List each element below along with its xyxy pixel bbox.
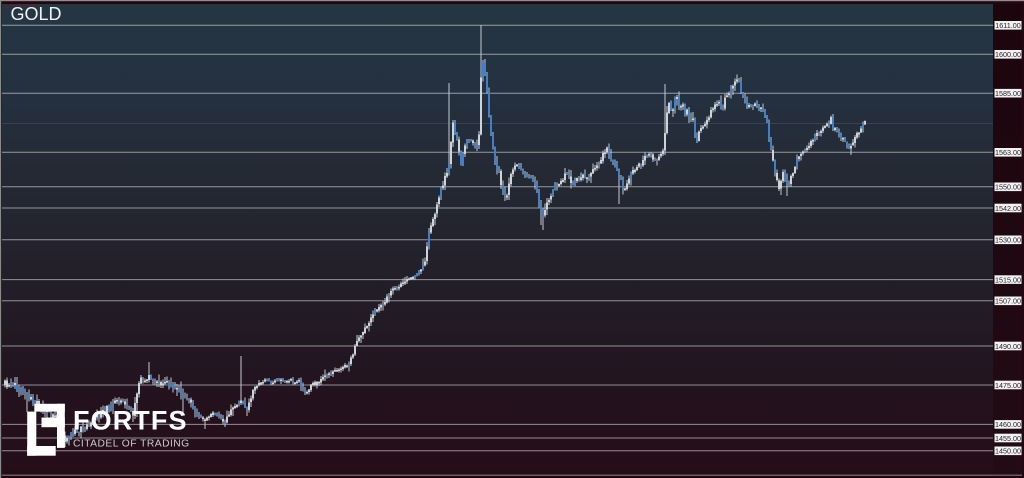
svg-text:1460.00: 1460.00	[995, 420, 1021, 429]
svg-text:1542.00: 1542.00	[995, 204, 1021, 213]
svg-text:1530.00: 1530.00	[995, 236, 1021, 245]
svg-text:1585.00: 1585.00	[995, 89, 1021, 98]
svg-text:FORTFS: FORTFS	[73, 406, 188, 436]
svg-text:1507.00: 1507.00	[995, 297, 1021, 306]
svg-text:1611.00: 1611.00	[995, 21, 1020, 30]
svg-text:1475.00: 1475.00	[995, 381, 1021, 390]
svg-text:CITADEL OF TRADING: CITADEL OF TRADING	[73, 439, 190, 450]
svg-text:1550.00: 1550.00	[995, 183, 1021, 192]
svg-text:1600.00: 1600.00	[995, 50, 1021, 59]
svg-text:1515.00: 1515.00	[995, 275, 1021, 284]
svg-text:GOLD: GOLD	[11, 4, 62, 24]
svg-text:1490.00: 1490.00	[995, 342, 1021, 351]
svg-text:1450.00: 1450.00	[995, 447, 1021, 456]
svg-text:1455.00: 1455.00	[995, 434, 1021, 443]
svg-text:1563.00: 1563.00	[995, 148, 1021, 157]
